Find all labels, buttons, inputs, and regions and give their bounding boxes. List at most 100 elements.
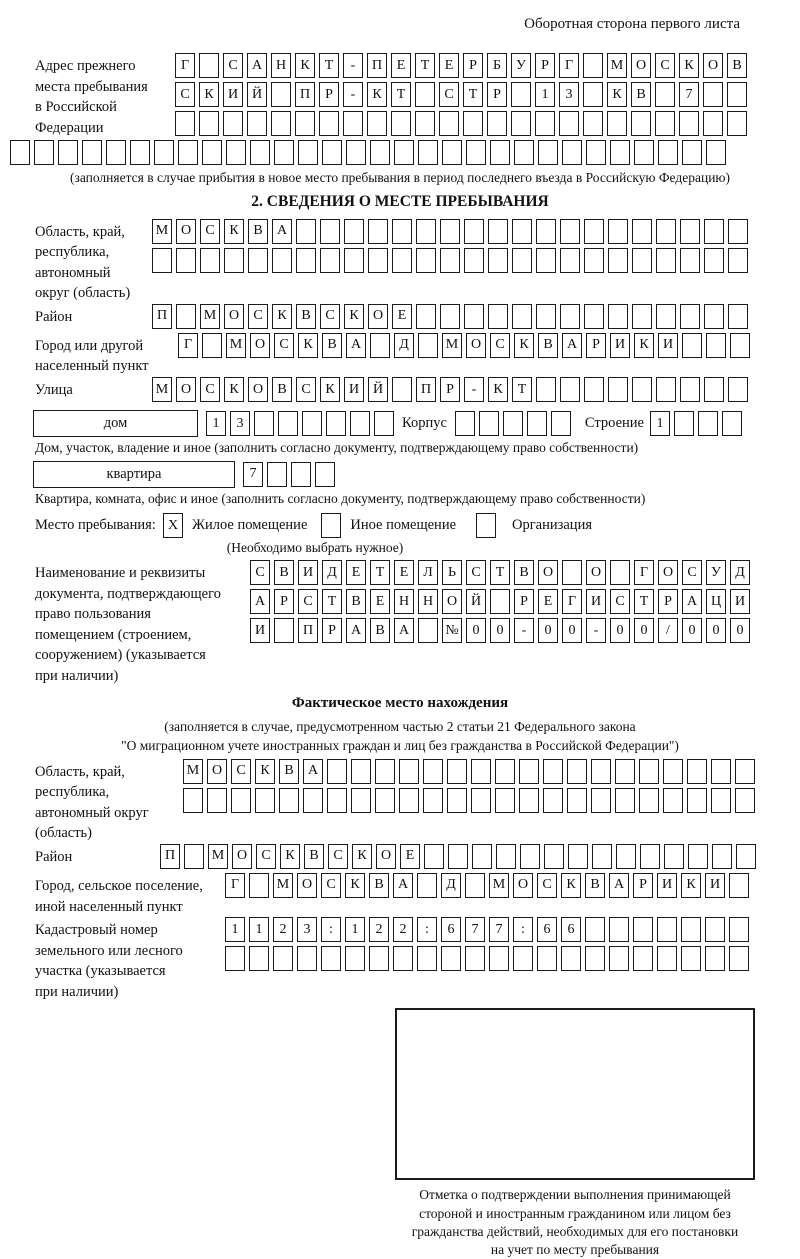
char-box[interactable]	[416, 218, 436, 244]
char-box[interactable]: О	[250, 332, 270, 358]
char-box[interactable]: :	[321, 917, 341, 943]
char-box[interactable]	[320, 218, 340, 244]
char-box[interactable]	[688, 843, 708, 869]
char-box[interactable]	[721, 411, 742, 437]
char-box[interactable]	[584, 303, 604, 329]
char-box[interactable]	[439, 111, 459, 136]
char-box[interactable]	[495, 787, 515, 813]
char-box[interactable]	[584, 377, 604, 403]
char-box[interactable]	[152, 247, 172, 273]
char-box[interactable]: К	[488, 377, 508, 403]
char-box[interactable]: №	[442, 618, 462, 644]
char-box[interactable]	[512, 218, 532, 244]
char-box[interactable]	[634, 140, 654, 165]
char-box[interactable]: С	[320, 303, 340, 329]
char-box[interactable]: :	[513, 917, 533, 943]
char-box[interactable]	[272, 247, 292, 273]
char-box[interactable]	[418, 140, 438, 165]
char-box[interactable]: И	[705, 872, 725, 898]
char-box[interactable]	[511, 82, 531, 107]
char-box[interactable]	[728, 377, 748, 403]
char-box[interactable]	[705, 917, 725, 943]
char-box[interactable]	[226, 140, 246, 165]
char-box[interactable]: С	[466, 560, 486, 586]
char-box[interactable]: О	[513, 872, 533, 898]
char-box[interactable]	[728, 218, 748, 244]
char-box[interactable]	[327, 787, 347, 813]
char-box[interactable]: П	[298, 618, 318, 644]
char-box[interactable]	[489, 946, 509, 972]
char-box[interactable]: Е	[538, 589, 558, 615]
char-box[interactable]	[536, 303, 556, 329]
char-box[interactable]	[440, 247, 460, 273]
char-box[interactable]	[202, 140, 222, 165]
char-box[interactable]: Т	[490, 560, 510, 586]
char-box[interactable]	[560, 377, 580, 403]
char-box[interactable]: Г	[559, 53, 579, 78]
char-box[interactable]	[704, 303, 724, 329]
char-box[interactable]	[200, 247, 220, 273]
char-box[interactable]	[248, 247, 268, 273]
char-box[interactable]: Д	[322, 560, 342, 586]
char-box[interactable]	[511, 111, 531, 136]
char-box[interactable]	[448, 843, 468, 869]
char-box[interactable]	[655, 82, 675, 107]
char-box[interactable]: 1	[249, 917, 269, 943]
char-box[interactable]	[608, 247, 628, 273]
char-box[interactable]	[440, 303, 460, 329]
char-box[interactable]	[640, 843, 660, 869]
char-box[interactable]	[550, 411, 571, 437]
char-box[interactable]: Р	[463, 53, 483, 78]
char-box[interactable]	[681, 946, 701, 972]
char-box[interactable]	[639, 787, 659, 813]
char-box[interactable]: О	[538, 560, 558, 586]
char-box[interactable]: С	[537, 872, 557, 898]
char-box[interactable]	[344, 218, 364, 244]
char-box[interactable]: Г	[225, 872, 245, 898]
char-box[interactable]	[543, 758, 563, 784]
char-box[interactable]	[680, 218, 700, 244]
char-box[interactable]	[562, 140, 582, 165]
char-box[interactable]: О	[442, 589, 462, 615]
char-box[interactable]: 1	[649, 411, 670, 437]
char-box[interactable]	[488, 218, 508, 244]
char-box[interactable]	[424, 843, 444, 869]
char-box[interactable]: К	[634, 332, 654, 358]
char-box[interactable]: С	[439, 82, 459, 107]
char-box[interactable]	[697, 411, 718, 437]
checkbox-organizatsiya[interactable]	[476, 513, 497, 539]
char-box[interactable]: Т	[512, 377, 532, 403]
char-box[interactable]: М	[200, 303, 220, 329]
char-box[interactable]: О	[631, 53, 651, 78]
char-box[interactable]	[416, 247, 436, 273]
char-box[interactable]: 0	[562, 618, 582, 644]
char-box[interactable]	[727, 111, 747, 136]
char-box[interactable]	[375, 787, 395, 813]
char-box[interactable]	[302, 411, 322, 437]
char-box[interactable]	[610, 140, 630, 165]
char-box[interactable]	[615, 787, 635, 813]
char-box[interactable]	[704, 247, 724, 273]
char-box[interactable]: Е	[392, 303, 412, 329]
char-box[interactable]	[488, 247, 508, 273]
char-box[interactable]: П	[295, 82, 315, 107]
char-box[interactable]	[487, 111, 507, 136]
char-box[interactable]: В	[585, 872, 605, 898]
char-box[interactable]	[326, 411, 346, 437]
char-box[interactable]	[560, 247, 580, 273]
char-box[interactable]: О	[368, 303, 388, 329]
char-box[interactable]	[567, 787, 587, 813]
char-box[interactable]	[321, 946, 341, 972]
char-box[interactable]	[271, 82, 291, 107]
char-box[interactable]	[584, 218, 604, 244]
char-box[interactable]	[297, 946, 317, 972]
char-box[interactable]	[183, 787, 203, 813]
char-box[interactable]: П	[367, 53, 387, 78]
char-box[interactable]	[608, 303, 628, 329]
char-box[interactable]	[632, 377, 652, 403]
char-box[interactable]: Н	[418, 589, 438, 615]
char-box[interactable]: К	[345, 872, 365, 898]
char-box[interactable]: С	[321, 872, 341, 898]
char-box[interactable]: 0	[682, 618, 702, 644]
char-box[interactable]	[296, 218, 316, 244]
